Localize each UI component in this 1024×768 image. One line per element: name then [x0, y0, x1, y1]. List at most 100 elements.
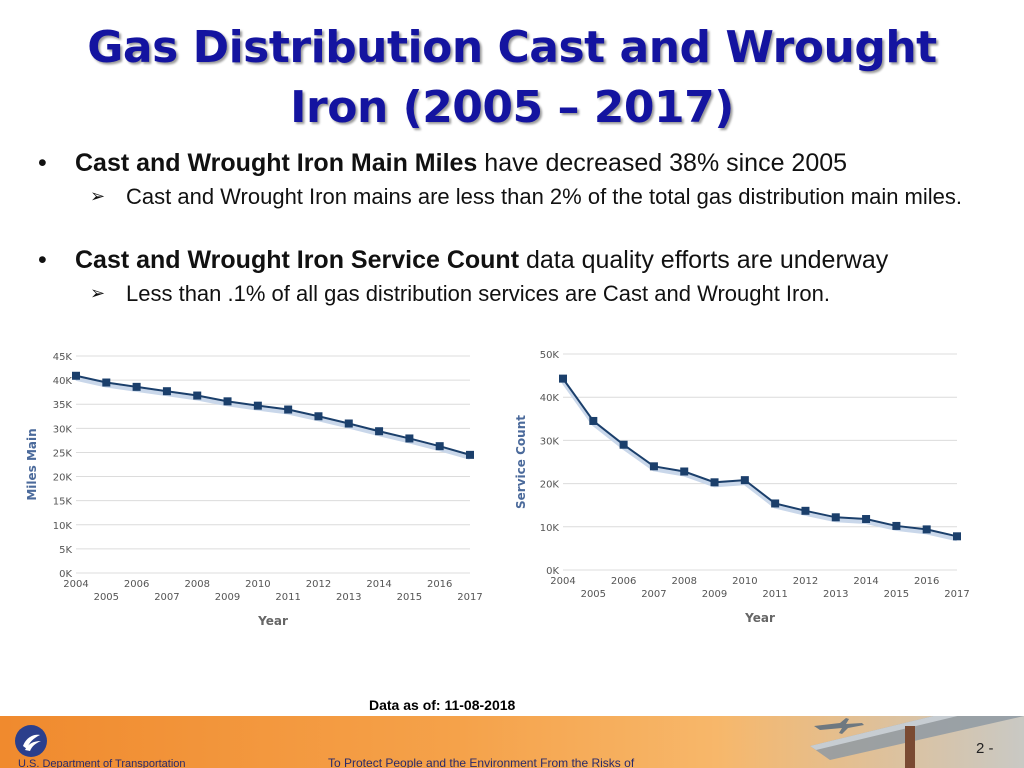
x-tick-label: 2017 — [457, 592, 482, 603]
x-tick-label: 2008 — [672, 576, 697, 587]
pipeline-scene-icon — [810, 716, 1024, 768]
x-tick-label: 2015 — [884, 589, 909, 600]
bullet-symbol: • — [38, 246, 47, 274]
y-tick-label: 20K — [540, 480, 560, 491]
bullet-symbol: • — [38, 149, 47, 177]
y-tick-label: 20K — [53, 473, 73, 484]
x-tick-label: 2006 — [124, 579, 149, 590]
x-tick-label: 2013 — [823, 589, 848, 600]
y-tick-label: 0K — [546, 566, 559, 577]
y-tick-label: 30K — [540, 436, 560, 447]
arrow-bullet-icon: ➢ — [90, 186, 106, 206]
y-tick-label: 10K — [53, 521, 73, 532]
x-tick-label: 2004 — [550, 576, 575, 587]
data-point — [314, 412, 323, 421]
data-point — [223, 397, 232, 406]
x-tick-label: 2006 — [611, 576, 636, 587]
bullet-text: data quality efforts are underway — [519, 246, 889, 274]
bullet-bold-text: Cast and Wrought Iron Service Count — [75, 246, 520, 274]
x-tick-label: 2007 — [154, 592, 179, 603]
y-tick-label: 15K — [53, 497, 73, 508]
y-tick-label: 50K — [540, 350, 560, 361]
arrow-bullet-icon: ➢ — [90, 283, 106, 303]
data-point — [710, 478, 719, 487]
data-point — [801, 506, 810, 515]
data-point — [162, 387, 171, 396]
page-number: 2 - — [976, 740, 994, 757]
data-point — [619, 440, 628, 449]
x-tick-label: 2009 — [215, 592, 240, 603]
x-tick-label: 2007 — [641, 589, 666, 600]
footer-banner: U.S. Department of Transportation To Pro… — [0, 716, 1024, 768]
data-as-of: Data as of: 11-08-2018 — [369, 697, 516, 713]
x-tick-label: 2013 — [336, 592, 361, 603]
data-point — [771, 499, 780, 508]
sub-bullet-text: Cast and Wrought Iron mains are less tha… — [126, 184, 963, 209]
y-tick-label: 10K — [540, 523, 560, 534]
service-count-chart: 0K 10K 20K 30K 40K 50K 2004 2005 2006 2007 2008 200… — [508, 338, 978, 638]
x-axis-title: Year — [257, 614, 288, 628]
data-point — [589, 416, 598, 425]
data-point — [344, 419, 353, 428]
miles-main-chart-svg: 0K 5K 10K 15K 20K 25K 30K 35K 40K 45K 2004 2005 2006… — [25, 352, 483, 628]
x-tick-label: 2016 — [914, 576, 939, 587]
x-tick-label: 2010 — [245, 579, 270, 590]
page-title: Gas Distribution Cast and Wrought Iron (… — [0, 18, 1024, 138]
data-point — [649, 462, 658, 471]
y-tick-label: 30K — [53, 424, 73, 435]
x-tick-label: 2012 — [306, 579, 331, 590]
data-point — [559, 374, 567, 383]
x-tick-label: 2012 — [793, 576, 818, 587]
bullet-text: have decreased 38% since 2005 — [477, 149, 848, 177]
data-point — [862, 515, 871, 524]
y-tick-label: 45K — [53, 352, 73, 363]
data-point — [193, 391, 202, 400]
series-line-shadow — [75, 376, 471, 460]
data-point — [405, 434, 414, 443]
miles-main-chart: 0K 5K 10K 15K 20K 25K 30K 35K 40K 45K 2004 2005 2006… — [20, 340, 495, 640]
x-axis-title: Year — [744, 611, 775, 625]
data-point — [953, 532, 961, 541]
x-tick-label: 2010 — [732, 576, 757, 587]
department-name: U.S. Department of Transportation — [18, 758, 186, 768]
data-point — [102, 378, 111, 387]
y-tick-label: 25K — [53, 448, 73, 459]
data-point — [740, 476, 749, 485]
data-point — [375, 427, 384, 436]
sub-bullet-text: Less than .1% of all gas distribution se… — [126, 281, 830, 306]
y-tick-label: 40K — [53, 376, 73, 387]
x-tick-label: 2011 — [762, 589, 787, 600]
data-point — [435, 442, 444, 451]
x-tick-label: 2009 — [702, 589, 727, 600]
data-point — [831, 513, 840, 522]
x-tick-label: 2015 — [397, 592, 422, 603]
x-tick-label: 2014 — [853, 576, 878, 587]
data-point — [892, 521, 901, 530]
x-tick-label: 2005 — [94, 592, 119, 603]
series-line — [562, 378, 958, 538]
x-tick-label: 2005 — [581, 589, 606, 600]
x-tick-label: 2011 — [275, 592, 300, 603]
data-point — [466, 450, 474, 459]
data-point — [922, 525, 931, 534]
y-tick-label: 0K — [59, 569, 72, 580]
data-point — [72, 371, 80, 380]
x-tick-label: 2016 — [427, 579, 452, 590]
y-axis-title: Miles Main — [25, 428, 39, 500]
data-point — [132, 382, 141, 391]
bullet-bold-text: Cast and Wrought Iron Main Miles — [75, 149, 478, 177]
footer-tagline: To Protect People and the Environment Fr… — [328, 756, 635, 768]
dot-logo-icon — [15, 725, 47, 757]
series-line — [75, 374, 471, 456]
series-line-shadow — [561, 380, 958, 542]
title-line-2: Iron (2005 – 2017) — [290, 82, 734, 133]
y-tick-label: 5K — [59, 545, 72, 556]
x-tick-label: 2014 — [366, 579, 391, 590]
y-axis-title: Service Count — [514, 415, 528, 509]
data-point — [253, 401, 262, 410]
data-point — [680, 467, 689, 476]
title-line-1: Gas Distribution Cast and Wrought — [87, 22, 937, 73]
x-tick-label: 2004 — [63, 579, 88, 590]
data-point — [284, 405, 293, 414]
x-tick-label: 2017 — [944, 589, 969, 600]
